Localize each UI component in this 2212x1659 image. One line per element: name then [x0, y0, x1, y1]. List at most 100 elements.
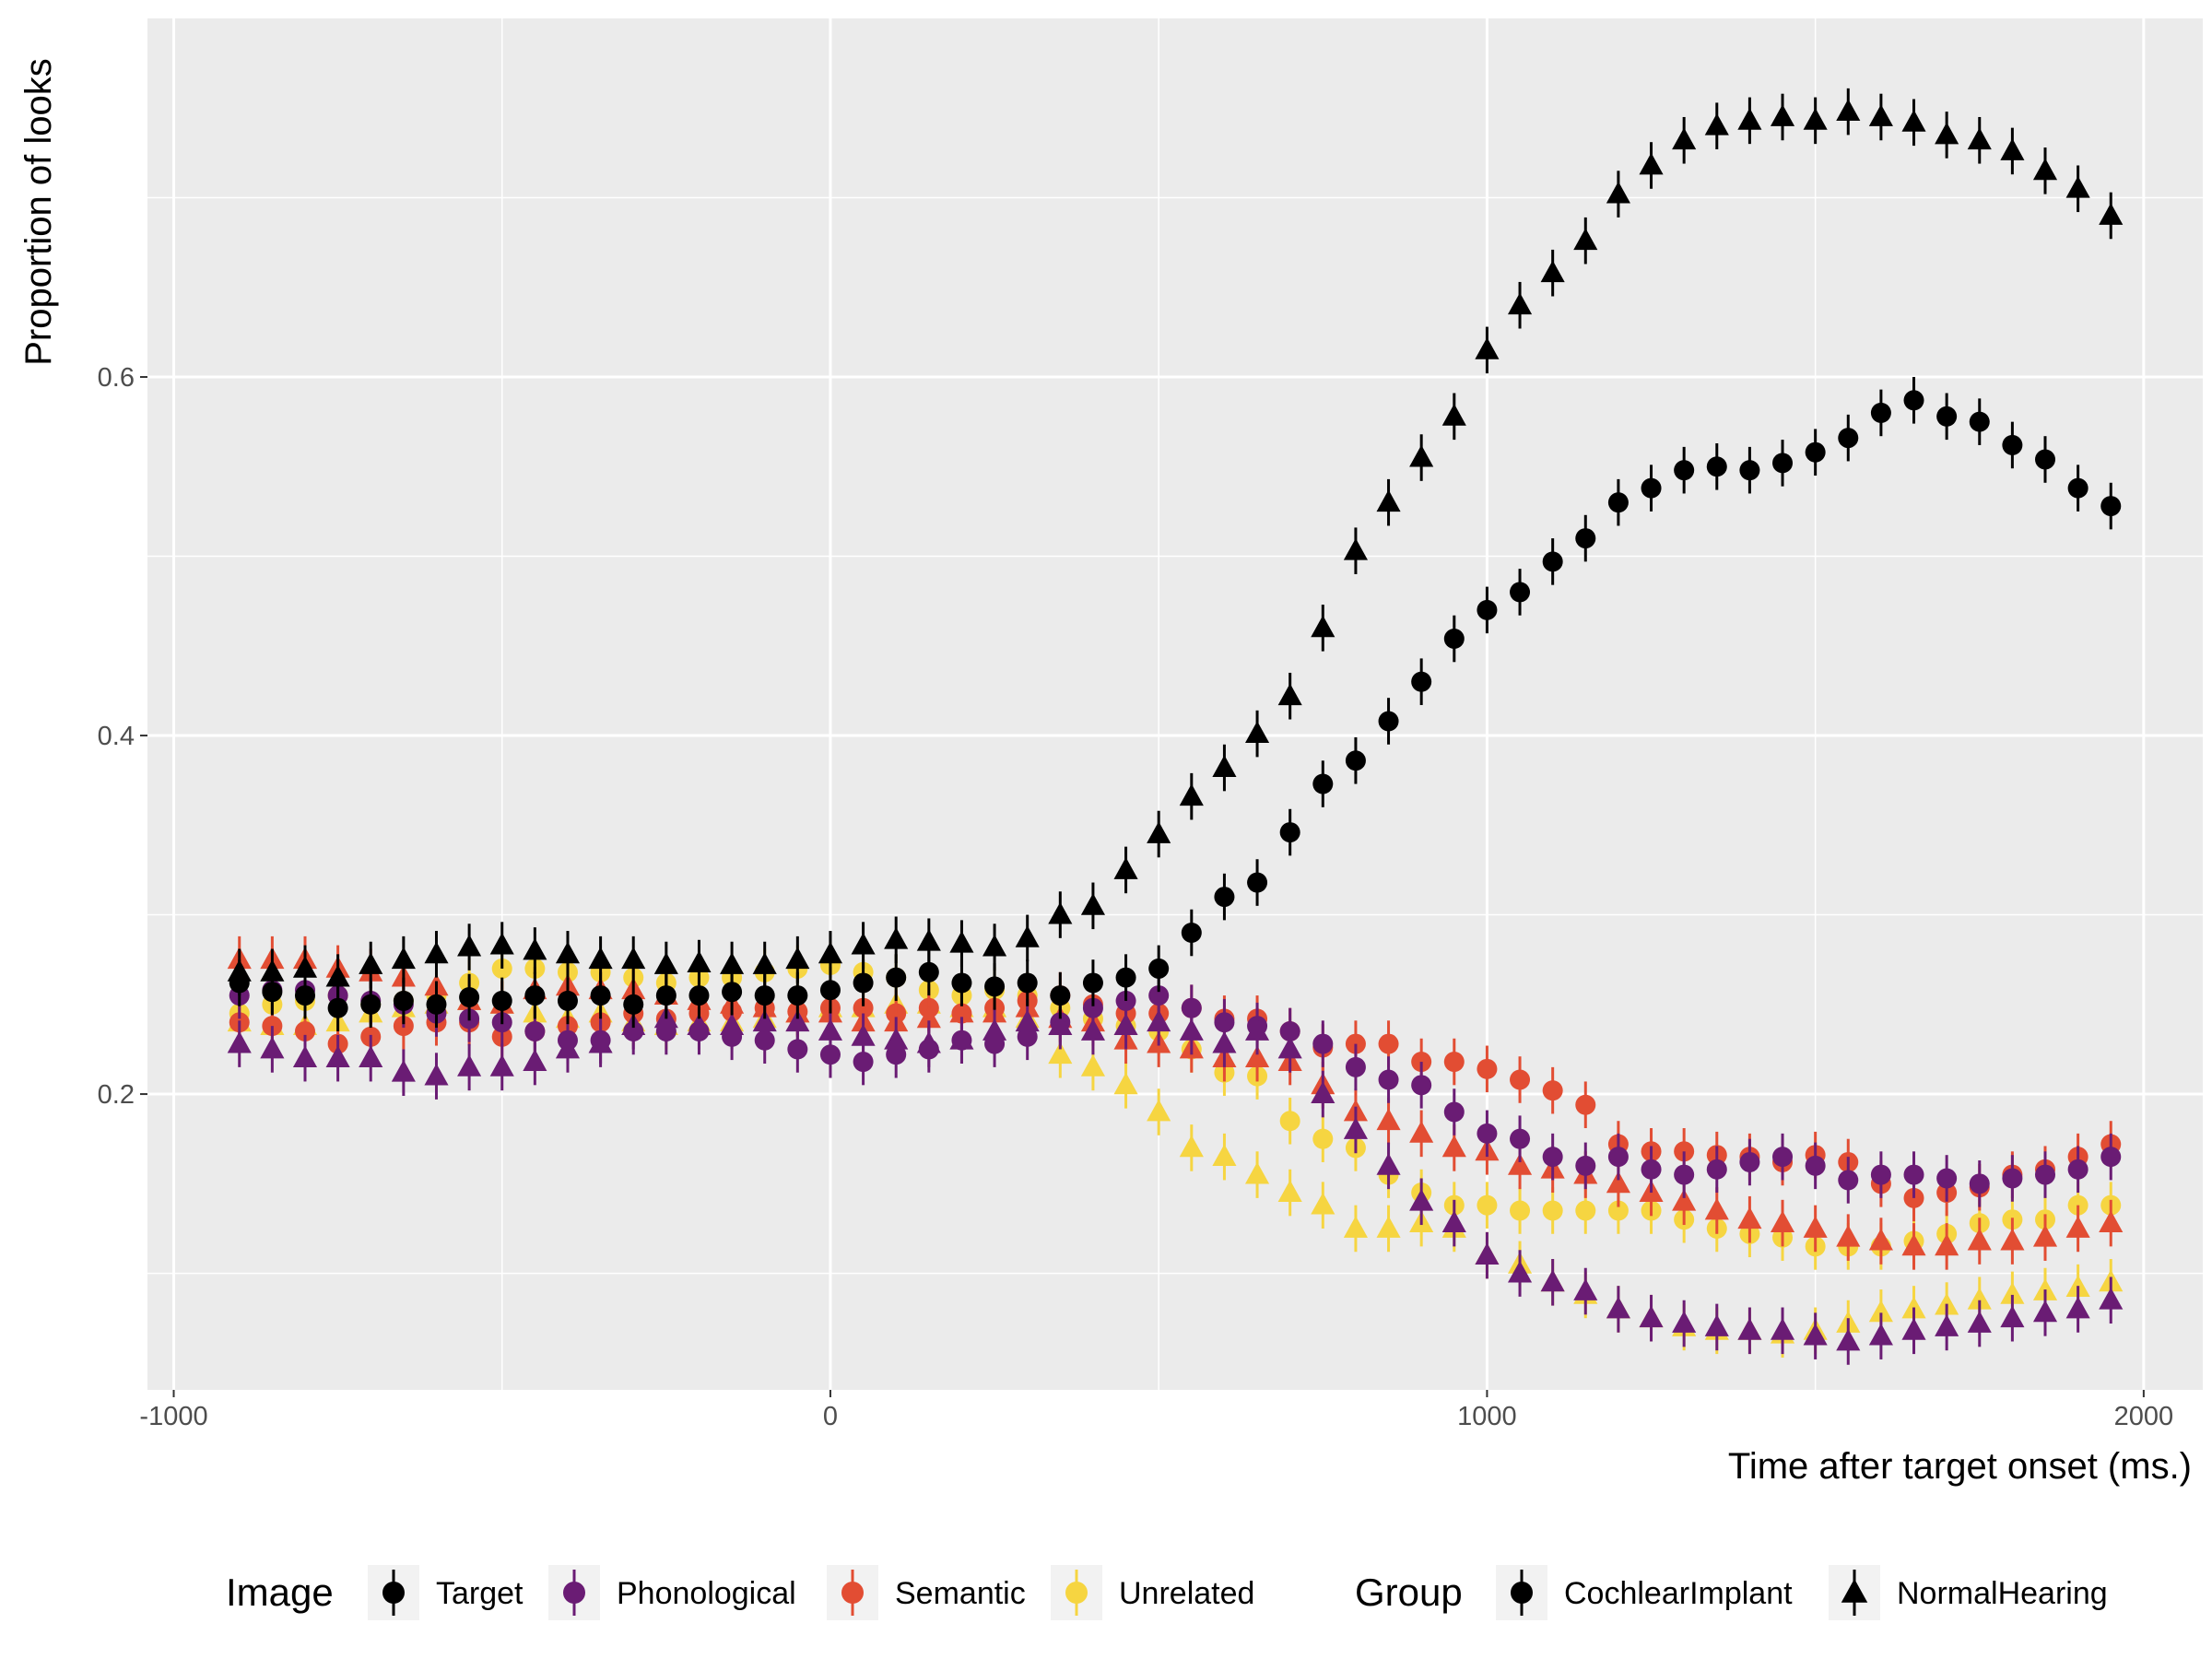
data-point [1770, 1318, 1795, 1340]
data-point [1181, 923, 1202, 943]
data-point [1969, 411, 1990, 432]
data-point [1836, 1224, 1861, 1247]
data-point [1803, 1216, 1828, 1238]
data-point [1312, 1033, 1334, 1054]
data-point [523, 937, 547, 960]
data-point [949, 930, 974, 953]
legend-key-point [382, 1582, 405, 1604]
y-axis-title: Proportion of looks [18, 58, 59, 366]
data-point [2065, 1296, 2090, 1319]
data-point [1805, 441, 1826, 463]
data-point [227, 959, 252, 982]
data-point [1080, 893, 1106, 915]
data-point [1477, 1123, 1498, 1144]
data-point [752, 952, 777, 974]
x-tick-label: 2000 [2114, 1402, 2174, 1431]
data-point [1148, 985, 1170, 1006]
data-point [1575, 1200, 1596, 1221]
data-point [1015, 1009, 1040, 1032]
data-point [1672, 1189, 1697, 1211]
x-tick-label: 1000 [1457, 1402, 1517, 1431]
data-point [1409, 1121, 1434, 1143]
data-point [1607, 1200, 1629, 1221]
data-point [325, 964, 350, 987]
series-target-cochlearimplant [229, 377, 2122, 1031]
data-point [1573, 228, 1598, 251]
data-point [1706, 456, 1727, 477]
legend-label-unrelated: Unrelated [1119, 1576, 1254, 1611]
data-point [2067, 477, 2088, 499]
data-point [1279, 1111, 1300, 1132]
data-point [916, 1006, 941, 1029]
data-point [1409, 1189, 1434, 1211]
data-point [1606, 181, 1630, 204]
data-point [1343, 1216, 1368, 1238]
data-point [1542, 551, 1563, 572]
data-point [1510, 582, 1531, 603]
data-point [1641, 477, 1662, 499]
data-point [623, 994, 644, 1015]
data-point [1411, 1075, 1432, 1096]
data-point [653, 952, 678, 974]
data-point [2065, 176, 2090, 198]
data-point [1113, 857, 1138, 879]
legend-key-point [1511, 1582, 1533, 1604]
data-point [557, 990, 578, 1011]
data-point [1772, 453, 1794, 474]
data-point [785, 947, 810, 970]
data-point [1903, 1164, 1924, 1185]
data-point [1113, 1013, 1138, 1036]
data-point [785, 1009, 810, 1032]
data-point [2065, 1216, 2090, 1238]
data-point [1868, 1323, 1893, 1346]
data-point [1674, 460, 1695, 481]
data-point [1279, 822, 1300, 843]
data-point [1936, 1168, 1958, 1189]
y-tick-label: 0.2 [98, 1080, 135, 1110]
data-point [1507, 1260, 1533, 1283]
data-point [1080, 1018, 1106, 1041]
legend-key-point [1841, 1579, 1868, 1603]
legend-label-phonological: Phonological [617, 1576, 796, 1611]
data-point [1803, 1323, 1828, 1346]
data-point [2099, 1287, 2124, 1310]
data-point [294, 1020, 315, 1041]
data-point [1674, 1164, 1695, 1185]
data-point [1672, 1311, 1697, 1333]
data-point [752, 1009, 777, 1032]
data-point [2002, 1168, 2023, 1189]
data-point [1507, 292, 1533, 315]
data-point [1214, 887, 1235, 908]
data-point [1836, 99, 1861, 122]
data-point [1935, 1233, 1959, 1256]
data-point [1967, 1228, 1992, 1251]
data-point [886, 967, 907, 988]
data-point [260, 959, 285, 982]
data-point [1244, 1161, 1270, 1184]
data-point [1510, 1200, 1531, 1221]
data-point [1641, 1159, 1662, 1180]
data-point [1901, 110, 1926, 132]
data-point [720, 1013, 745, 1036]
data-point [949, 1000, 974, 1023]
data-point [1969, 1173, 1990, 1194]
data-point [1376, 1216, 1401, 1238]
data-point [391, 947, 416, 970]
data-point [1542, 1080, 1563, 1101]
data-point [1378, 711, 1399, 732]
data-point [1772, 1147, 1794, 1168]
data-point [1575, 528, 1596, 549]
data-point [459, 987, 480, 1008]
data-point [1048, 901, 1073, 924]
data-point [1311, 1192, 1335, 1215]
data-point [1607, 492, 1629, 513]
data-point [754, 985, 775, 1006]
data-point [327, 997, 348, 1018]
data-point [1672, 127, 1697, 150]
y-tick-label: 0.6 [98, 363, 135, 393]
panel-background [147, 18, 2203, 1390]
data-point [1017, 972, 1038, 994]
data-point [1507, 1153, 1533, 1175]
data-point [1542, 1147, 1563, 1168]
